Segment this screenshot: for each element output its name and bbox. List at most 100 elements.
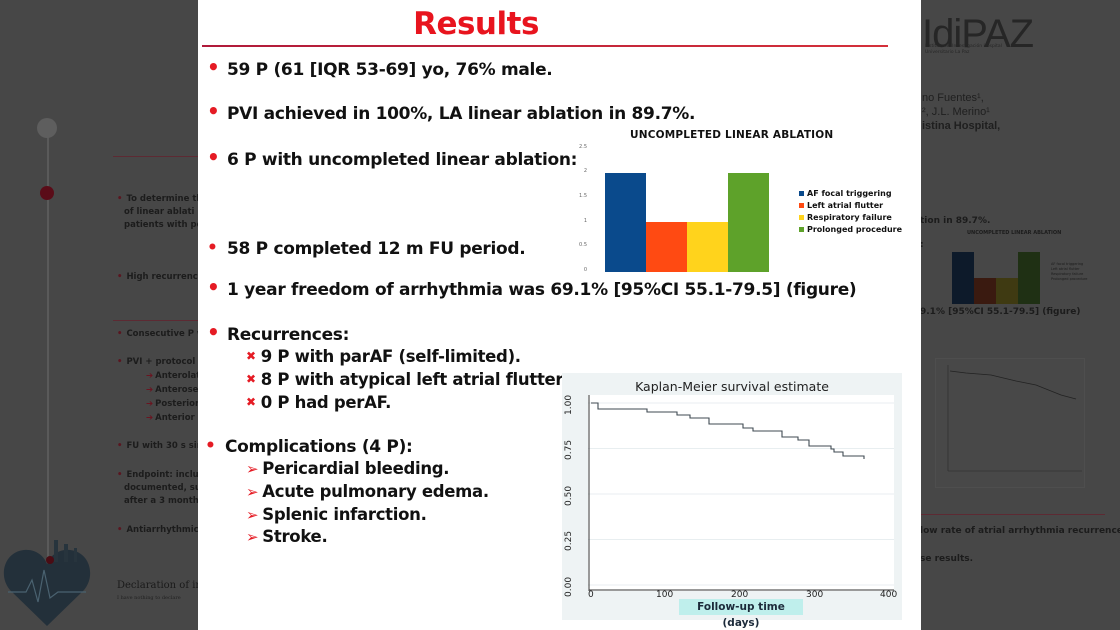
affiliation-line: istina Hospital, (922, 120, 1001, 132)
recurrence-item: ✖ 9 P with parAF (self-limited). (246, 347, 521, 366)
mini-bar-chart (952, 252, 1042, 304)
authors-line: no Fuentes¹, (922, 92, 984, 104)
declaration-heading: Declaration of inter (117, 580, 217, 591)
timeline-line (47, 128, 49, 568)
bar-left-atrial-flutter (646, 222, 687, 272)
arrowhead-icon: ➢ (246, 460, 259, 478)
methods-subitem: ➔ Anterose (146, 385, 199, 395)
x-mark-icon: ✖ (246, 395, 256, 409)
mini-bar-chart-title: UNCOMPLETED LINEAR ABLATION (967, 230, 1062, 236)
mini-km-chart (935, 358, 1085, 488)
bar-respiratory-failure (687, 222, 728, 272)
declaration-text: I have nothing to declare (117, 595, 181, 601)
right-results-line-2: : (920, 240, 924, 250)
km-chart-title: Kaplan-Meier survival estimate (635, 379, 829, 394)
x-tick: 100 (656, 590, 674, 600)
endpoint-line-3: after a 3 months (124, 496, 204, 506)
methods-line-1: • Consecutive P w (117, 329, 205, 339)
objective-line-3: patients with pe (124, 220, 203, 230)
section-divider (920, 514, 1105, 515)
section-divider (113, 320, 203, 321)
bullet-freedom: • 1 year freedom of arrhythmia was 69.1% … (207, 275, 857, 300)
kaplan-meier-chart: Kaplan-Meier survival estimate 1.00 0.75… (562, 373, 902, 629)
mini-bar-legend: AF focal triggering Left atrial flutter … (1051, 262, 1088, 281)
antiarrhythmics-line: • Antiarrhythmics (117, 525, 204, 535)
bullet-icon: • (205, 436, 216, 456)
km-plot-area (588, 395, 894, 591)
bar-plot-area (597, 148, 781, 272)
bullet-complications: • Complications (4 P): (205, 436, 413, 457)
y-tick: 0 (583, 267, 587, 273)
bar-chart-legend: AF focal triggering Left atrial flutter … (799, 187, 902, 235)
bar-af-focal-triggering (605, 173, 646, 272)
endpoint-line-2: documented, su (124, 483, 201, 493)
conclusion-line-2: se results. (920, 554, 974, 564)
methods-line-2: • PVI + protocol o (117, 357, 205, 367)
bar-chart: 2.5 2 1.5 1 0.5 0 AF focal triggering Le… (571, 144, 902, 274)
bullet-demographics: • 59 P (61 [IQR 53-69] yo, 76% male. (207, 55, 553, 80)
arrowhead-icon: ➢ (246, 483, 259, 501)
y-tick: 0.50 (564, 485, 574, 506)
arrowhead-icon: ➢ (246, 506, 259, 524)
authors-line: ², J.L. Merino¹ (922, 106, 990, 118)
bullet-icon: • (207, 55, 220, 79)
idipaz-logo-subtitle: Instituto de Investigación Hospital Univ… (925, 44, 1002, 55)
bullet-icon: • (207, 238, 218, 258)
y-tick: 0.5 (579, 242, 587, 248)
methods-subitem: ➔ Anterolat (146, 371, 201, 381)
background-line: • High recurrence (117, 272, 204, 282)
y-tick: 1 (583, 218, 587, 224)
arrowhead-icon: ➢ (246, 528, 259, 546)
complication-item: ➢ Stroke. (246, 527, 328, 546)
timeline-dot-inactive (37, 118, 57, 138)
methods-subitem: ➔ Posterior (146, 399, 200, 409)
bullet-pvi: • PVI achieved in 100%, LA linear ablatio… (207, 99, 696, 124)
bullet-uncompleted: • 6 P with uncompleted linear ablation: (207, 145, 578, 170)
legend-item: Left atrial flutter (799, 199, 902, 211)
right-results-line-1: tion in 89.7%. (920, 216, 991, 226)
bar-chart-title: UNCOMPLETED LINEAR ABLATION (630, 129, 834, 141)
x-mark-icon: ✖ (246, 372, 256, 386)
endpoint-line-1: • Endpoint: inclu (117, 470, 199, 480)
objective-line-2: of linear ablati (124, 207, 195, 217)
right-results-line-3: 9.1% [95%CI 55.1-79.5] (figure) (920, 307, 1081, 317)
legend-item: Respiratory failure (799, 211, 902, 223)
authors-block: no Fuentes¹, ², J.L. Merino¹ istina Hosp… (922, 91, 1000, 133)
timeline-dot-active (40, 186, 54, 200)
y-tick: 0.00 (564, 576, 574, 597)
slide-title: Results (413, 6, 539, 42)
complication-item: ➢ Acute pulmonary edema. (246, 482, 489, 501)
section-divider (113, 156, 203, 157)
recurrence-item: ✖ 8 P with atypical left atrial flutter. (246, 370, 567, 389)
complication-item: ➢ Pericardial bleeding. (246, 459, 450, 478)
x-tick: 200 (731, 590, 749, 600)
bullet-icon: • (207, 275, 220, 299)
bullet-icon: • (207, 145, 220, 169)
legend-item: AF focal triggering (799, 187, 902, 199)
objective-line-1: • To determine th (117, 194, 203, 204)
bar-prolonged-procedure (728, 173, 769, 272)
bullet-followup: • 58 P completed 12 m FU period. (207, 238, 526, 259)
methods-subitem: ➔ Anterior (146, 413, 195, 423)
recurrence-item: ✖ 0 P had perAF. (246, 393, 392, 412)
heart-city-logo-icon (3, 540, 91, 626)
idipaz-logo: IdiPAZ (922, 12, 1034, 56)
bullet-icon: • (207, 320, 220, 344)
fu-line: • FU with 30 s sin (117, 441, 203, 451)
y-tick: 1.00 (564, 394, 574, 415)
y-tick: 2 (583, 168, 587, 174)
km-survival-curve (588, 395, 894, 591)
bullet-icon: • (207, 99, 220, 123)
km-x-axis-label: Follow-up time (days) (679, 599, 803, 629)
y-tick: 0.25 (564, 530, 574, 551)
x-tick: 0 (588, 590, 594, 600)
results-slide: Results • 59 P (61 [IQR 53-69] yo, 76% ma… (198, 0, 921, 630)
y-tick: 2.5 (579, 144, 587, 150)
x-tick: 400 (880, 590, 898, 600)
bullet-recurrences: • Recurrences: (207, 320, 350, 345)
conclusion-line-1: low rate of atrial arrhythmia recurrence… (920, 526, 1120, 536)
complication-item: ➢ Splenic infarction. (246, 505, 427, 524)
x-mark-icon: ✖ (246, 349, 256, 363)
x-tick: 300 (806, 590, 824, 600)
